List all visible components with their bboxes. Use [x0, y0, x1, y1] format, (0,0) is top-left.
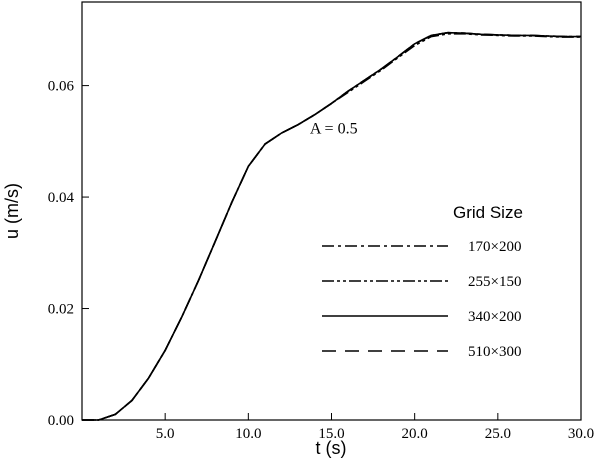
legend-label-3: 510×300 [468, 344, 521, 360]
x-tick-label: 15.0 [318, 426, 344, 442]
y-tick-label: 0.02 [48, 302, 74, 318]
x-tick-label: 25.0 [485, 426, 511, 442]
x-tick-label: 20.0 [402, 426, 428, 442]
series-line-0 [82, 31, 581, 421]
series-layer [82, 31, 581, 421]
y-axis-label: u (m/s) [2, 183, 22, 239]
y-tick-label: 0.00 [48, 413, 74, 429]
x-axis-label: t (s) [316, 438, 347, 458]
annotation-text: A = 0.5 [310, 120, 358, 137]
legend: Grid Size 170×200 255×150 340×200 510×300 [322, 203, 523, 360]
legend-label-2: 340×200 [468, 309, 521, 325]
x-tick-label: 10.0 [235, 426, 261, 442]
legend-label-1: 255×150 [468, 274, 521, 290]
series-line-3 [82, 31, 581, 421]
y-tick-label: 0.06 [48, 79, 75, 95]
series-line-2 [82, 31, 581, 421]
ticks-layer: 5.0 10.0 15.0 20.0 25.0 30.0 0.00 0.02 0.04 0.06 [48, 79, 594, 442]
legend-items: 170×200 255×150 340×200 510×300 [322, 239, 521, 360]
legend-title: Grid Size [453, 203, 523, 222]
y-tick-label: 0.04 [48, 190, 75, 206]
series-line-1 [82, 32, 581, 421]
legend-label-0: 170×200 [468, 239, 521, 255]
x-tick-label: 30.0 [568, 426, 594, 442]
x-tick-label: 5.0 [156, 426, 175, 442]
